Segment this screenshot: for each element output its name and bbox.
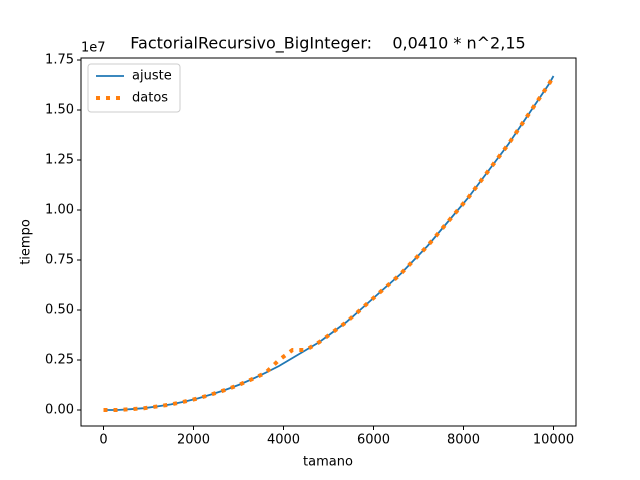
y-tick-label: 1.75 (45, 53, 74, 68)
y-tick-label: 0.25 (45, 353, 74, 368)
y-tick-label: 0.50 (45, 303, 74, 318)
y-tick-label: 1.50 (45, 103, 74, 118)
chart-title: FactorialRecursivo_BigInteger: 0,0410 * … (130, 34, 525, 54)
x-tick-label: 8000 (447, 433, 480, 448)
x-tick-label: 10000 (533, 433, 574, 448)
x-tick-label: 4000 (267, 433, 300, 448)
y-tick-label: 0.00 (45, 403, 74, 418)
line-ajuste (103, 75, 555, 411)
y-offset-label: 1e7 (81, 41, 106, 56)
y-tick-label: 0.75 (45, 253, 74, 268)
plot-frame (80, 57, 577, 427)
y-tick-label: 1.00 (45, 203, 74, 218)
x-tick-label: 0 (99, 433, 107, 448)
x-tick-label: 2000 (177, 433, 210, 448)
legend-label: ajuste (132, 69, 172, 84)
x-tick-label: 6000 (357, 433, 390, 448)
x-axis-label: tamano (303, 455, 353, 470)
legend-label: datos (132, 91, 168, 106)
y-tick-label: 1.25 (45, 153, 74, 168)
y-axis-label: tiempo (19, 219, 34, 265)
